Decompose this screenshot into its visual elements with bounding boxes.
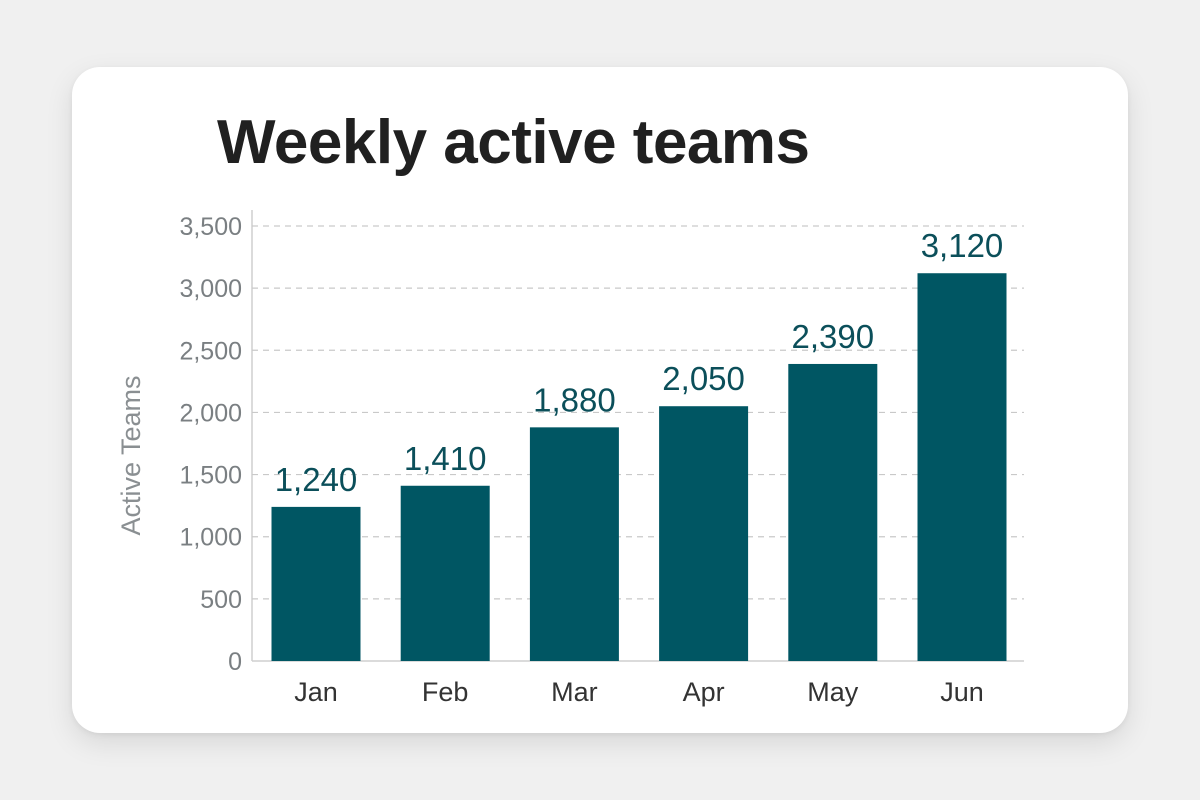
gridlines	[251, 210, 1024, 662]
bar-mar	[529, 427, 619, 661]
value-label: 2,050	[662, 360, 745, 397]
value-label: 1,240	[275, 461, 358, 498]
chart-title: Weekly active teams	[217, 108, 810, 177]
x-tick-label: May	[807, 677, 859, 707]
y-tick-label: 2,500	[179, 337, 242, 365]
bar-apr	[659, 406, 749, 661]
bar-feb	[400, 485, 490, 661]
chart-card: Weekly active teams 0 500 1,000 1,500 2,000 2…	[72, 67, 1128, 733]
y-tick-label: 2,000	[179, 399, 242, 427]
y-axis-title: Active Teams	[116, 375, 146, 535]
y-tick-label: 1,500	[179, 462, 242, 490]
y-tick-label: 0	[228, 648, 242, 676]
y-tick-label: 3,500	[179, 213, 242, 241]
x-tick-label: Apr	[683, 677, 725, 707]
bar-jun	[917, 273, 1007, 661]
x-tick-label: Feb	[422, 677, 469, 707]
labels: 0 500 1,000 1,500 2,000 2,500 3,000 3,500 1,240 J…	[179, 213, 1003, 707]
value-label: 1,880	[533, 381, 616, 418]
y-tick-label: 3,000	[179, 275, 242, 303]
value-label: 3,120	[921, 227, 1004, 264]
bar-may	[788, 363, 878, 661]
y-tick-label: 1,000	[179, 524, 242, 552]
x-tick-label: Mar	[551, 677, 598, 707]
bars	[271, 273, 1007, 661]
value-label: 1,410	[404, 440, 487, 477]
bar-jan	[271, 506, 361, 661]
value-label: 2,390	[792, 318, 875, 355]
y-tick-label: 500	[200, 586, 242, 614]
bar-chart: 0 500 1,000 1,500 2,000 2,500 3,000 3,500 1,240 J…	[116, 210, 1024, 707]
x-tick-label: Jun	[940, 677, 984, 707]
x-tick-label: Jan	[294, 677, 338, 707]
